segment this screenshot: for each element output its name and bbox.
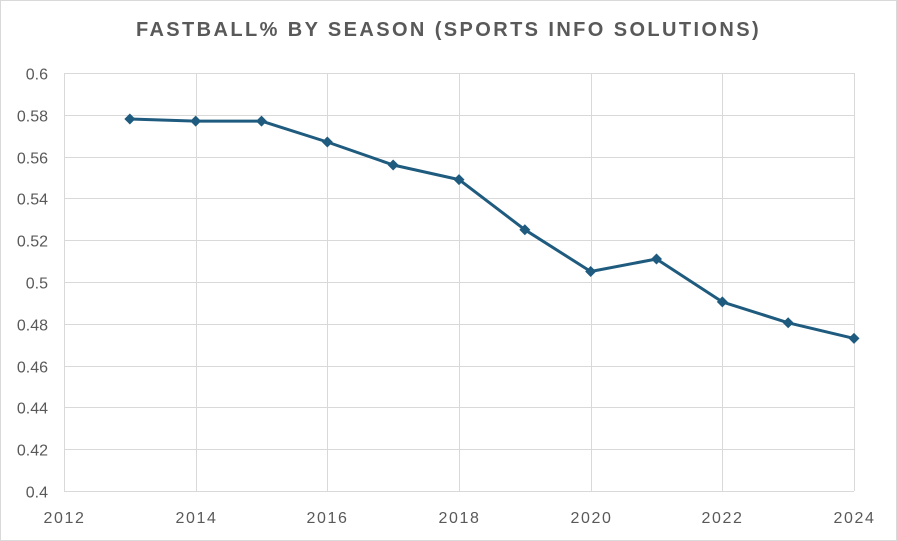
data-point-marker [256, 115, 267, 127]
data-point-marker [716, 296, 728, 308]
data-point-marker [848, 332, 860, 344]
y-tick-label: 0.5 [26, 276, 48, 293]
data-point-marker [124, 113, 136, 125]
data-point-marker [519, 224, 531, 236]
data-point-marker [321, 136, 333, 148]
y-tick-label: 0.44 [17, 401, 48, 418]
y-tick-label: 0.54 [17, 192, 48, 209]
x-tick-label: 2020 [571, 510, 613, 527]
y-tick-label: 0.4 [26, 485, 48, 502]
data-point-marker [585, 266, 597, 278]
y-tick-label: 0.52 [17, 234, 48, 251]
y-tick-label: 0.42 [17, 443, 48, 460]
y-tick-label: 0.6 [26, 67, 48, 84]
axis-labels: 0.4 0.42 0.44 0.46 0.48 0.5 0.52 0.54 0.56 0.58 0.… [17, 67, 876, 528]
chart-title: FASTBALL% BY SEASON (SPORTS INFO SOLUTIO… [135, 19, 762, 41]
data-point-marker [387, 159, 399, 171]
data-point-marker [453, 174, 465, 186]
grid-layer [64, 73, 855, 492]
series-layer [124, 113, 860, 344]
data-point-marker [651, 253, 662, 265]
x-tick-label: 2016 [307, 510, 349, 527]
y-tick-label: 0.46 [17, 360, 48, 377]
data-point-marker [190, 115, 202, 127]
series-line [128, 117, 856, 340]
y-tick-label: 0.58 [17, 109, 48, 126]
data-point-marker [782, 317, 794, 329]
x-tick-label: 2014 [176, 510, 218, 527]
x-tick-label: 2022 [702, 510, 744, 527]
y-tick-label: 0.48 [17, 318, 48, 335]
x-tick-label: 2012 [44, 510, 86, 527]
x-tick-label: 2024 [834, 510, 876, 527]
y-tick-label: 0.56 [17, 151, 48, 168]
x-tick-label: 2018 [439, 510, 481, 527]
